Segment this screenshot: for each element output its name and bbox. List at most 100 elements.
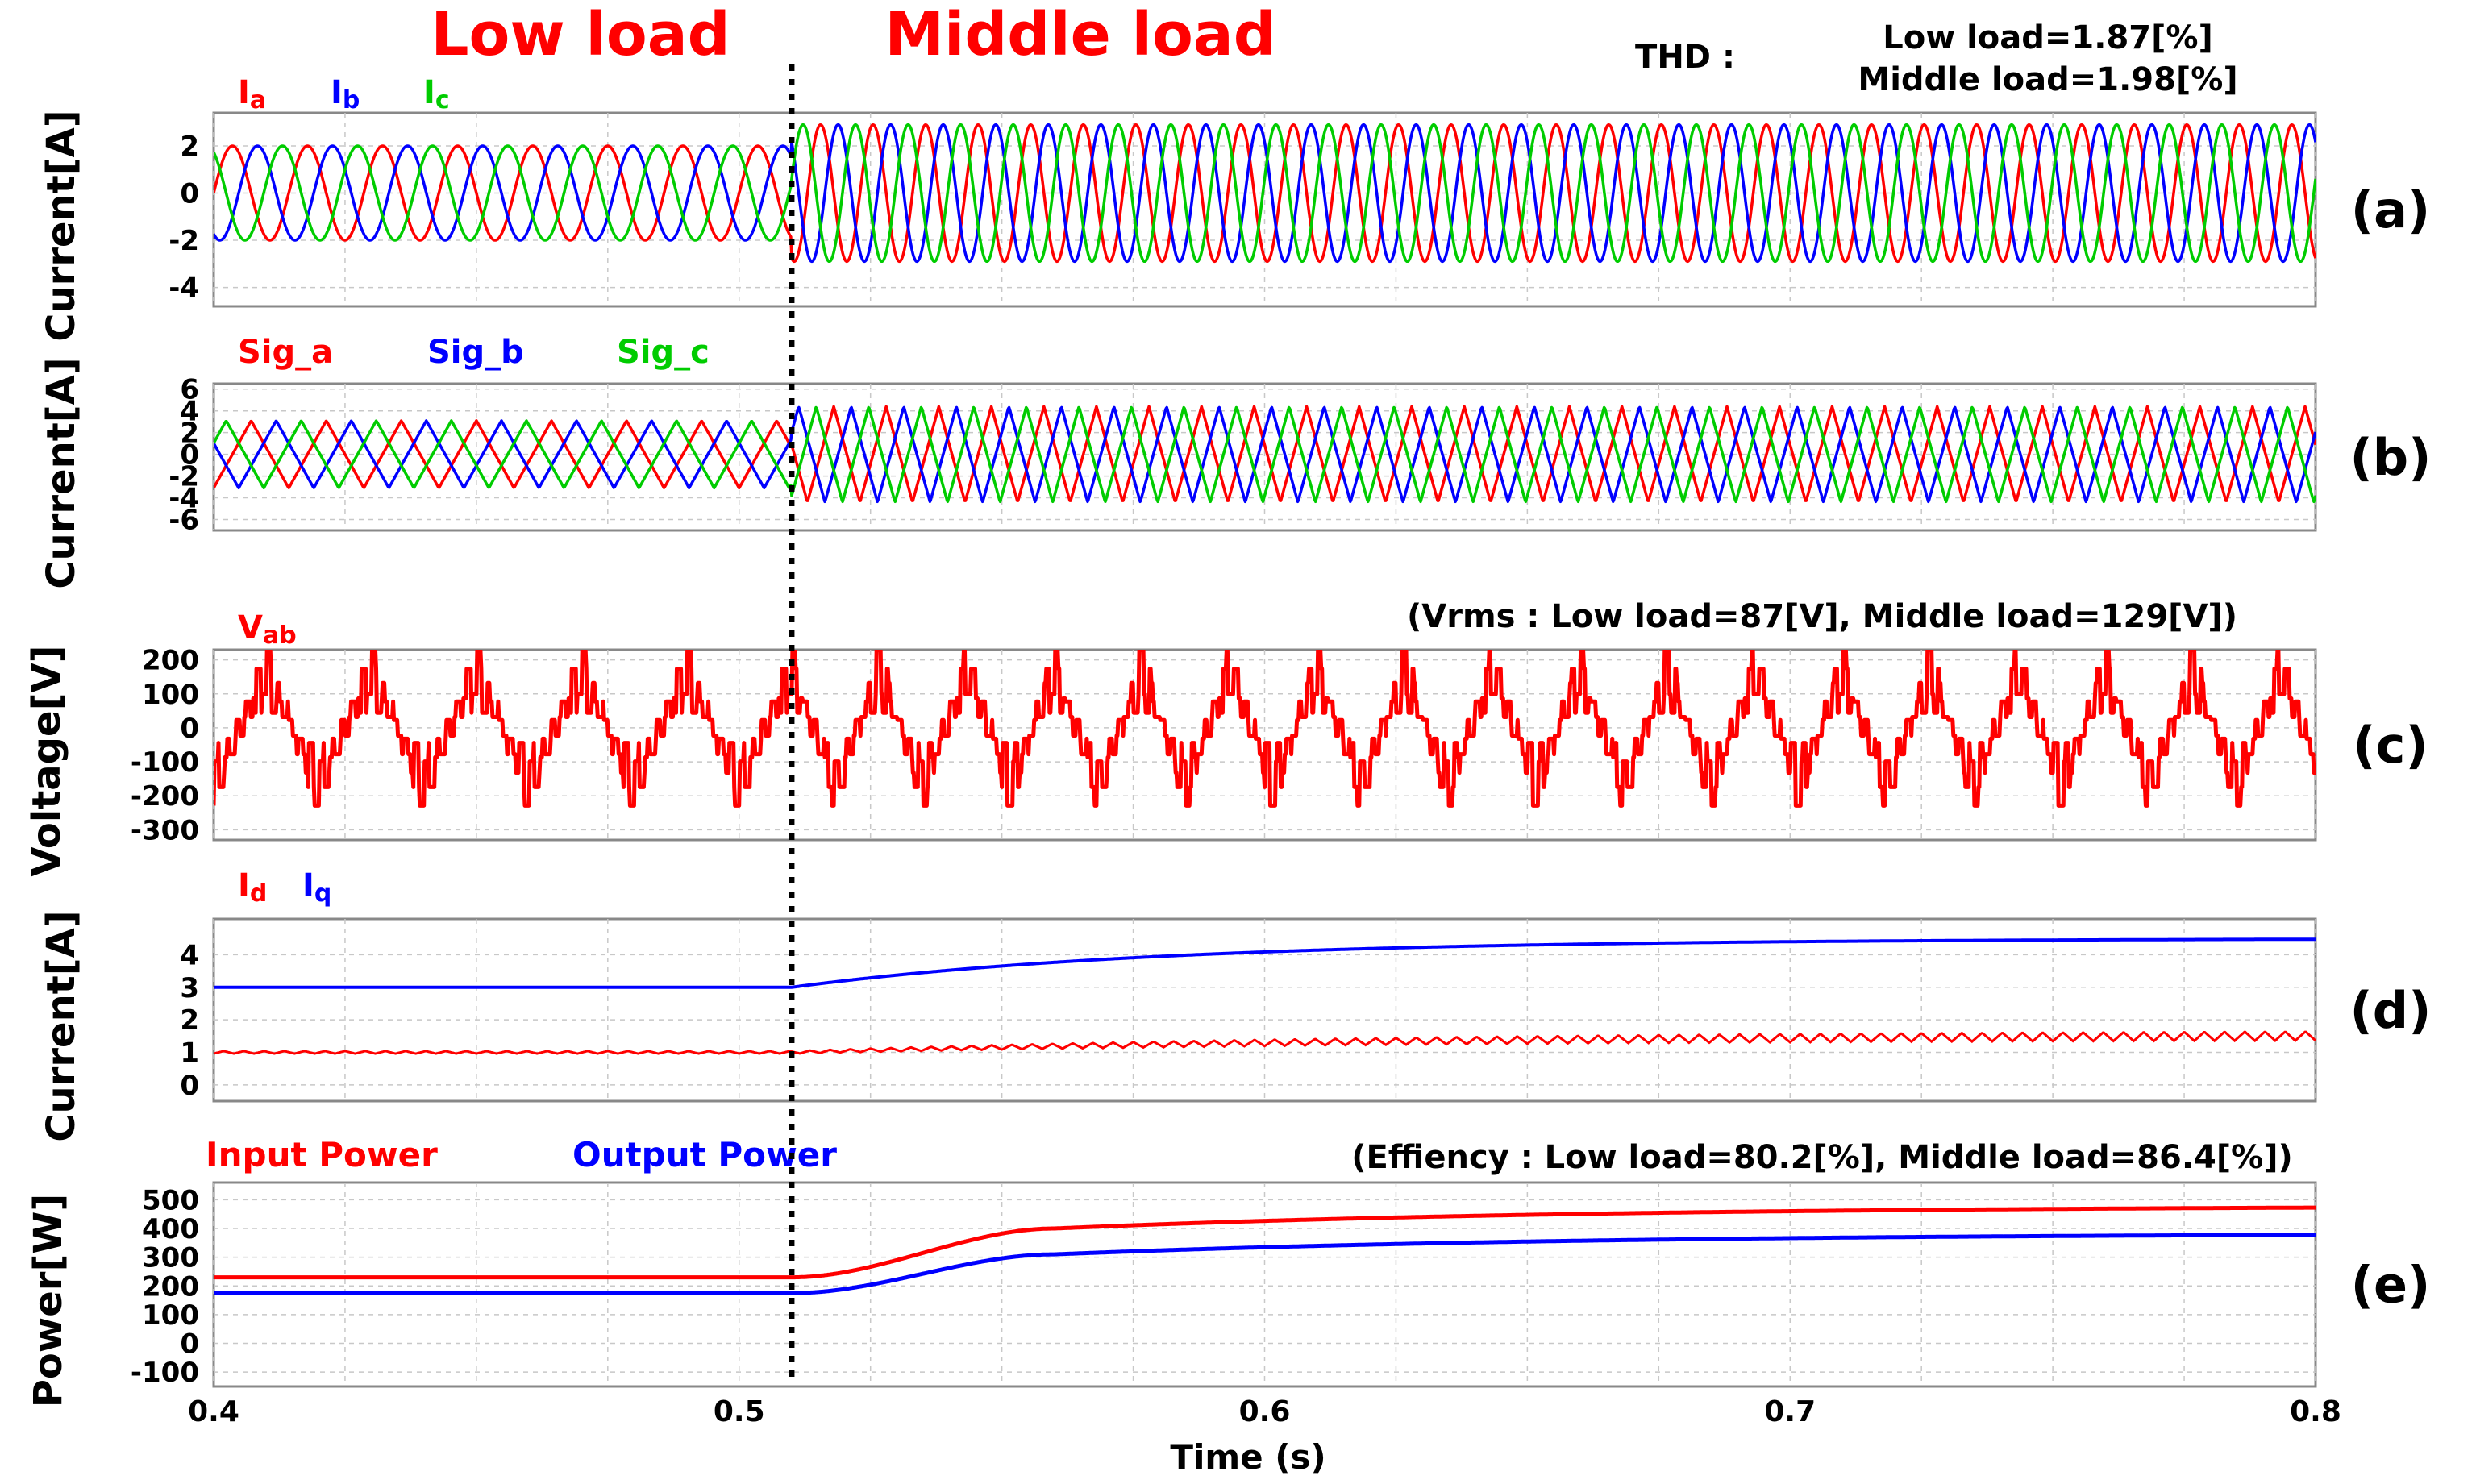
legend-main: Sig_b (427, 334, 524, 371)
series-iq-line (214, 937, 2316, 989)
y-tick-label: 4 (180, 939, 199, 971)
y-tick-label: -4 (169, 483, 199, 515)
y-axis-label: Power[W] (26, 1194, 71, 1408)
y-tick-label: 300 (142, 1242, 199, 1274)
middle-load-title: Middle load (884, 0, 1275, 69)
y-axis-label: Current[A] (39, 357, 84, 588)
legend-main: Sig_a (238, 334, 333, 371)
y-tick-label: -100 (131, 746, 199, 779)
legend-main: I (302, 867, 314, 904)
y-tick-label: 200 (142, 645, 199, 677)
y-tick-label: 100 (142, 1299, 199, 1332)
y-tick-label: -2 (169, 225, 199, 257)
x-tick-label: 0.8 (2290, 1395, 2341, 1428)
legend-main: I (331, 74, 343, 111)
legend-sub: ab (263, 621, 297, 650)
series-group (214, 650, 2316, 808)
y-tick-label: 500 (142, 1184, 199, 1216)
legend-entry: Ic (423, 74, 450, 114)
series-group (214, 405, 2316, 504)
series-ic-line (214, 123, 2316, 264)
series-vab-line (214, 650, 2316, 808)
y-tick-label: -4 (169, 272, 199, 305)
y-tick-label: 4 (180, 396, 199, 428)
legend-entry: Id (238, 867, 267, 908)
series-sig-c-line (214, 405, 2316, 504)
y-tick-label: 2 (180, 1004, 199, 1037)
legend-entry: Input Power (206, 1135, 438, 1174)
series-input-power-line (214, 1205, 2316, 1280)
y-axis-label: Current[A] (39, 110, 84, 341)
y-tick-label: 2 (180, 131, 199, 163)
x-tick-label: 0.6 (1239, 1395, 1291, 1428)
y-tick-label: -100 (131, 1357, 199, 1389)
legend-main: I (238, 867, 250, 904)
legend-main: Input Power (206, 1135, 438, 1174)
legend-entry: Sig_b (427, 334, 524, 371)
legend-entry: Ib (331, 74, 360, 114)
series-group (214, 937, 2316, 1055)
panel-label: (a) (2351, 181, 2431, 239)
thd-label: THD : (1635, 39, 1735, 76)
legend-entry: Sig_c (617, 334, 710, 371)
legend-main: Sig_c (617, 334, 710, 371)
y-axis-label: Current[A] (39, 910, 84, 1141)
legend-sub: a (250, 86, 266, 114)
panel-annotation: (Vrms : Low load=87[V], Middle load=129[… (1407, 598, 2237, 635)
series-group (214, 1205, 2316, 1295)
thd-low-load: Low load=1.87[%] (1883, 19, 2213, 56)
y-tick-label: 100 (142, 679, 199, 711)
y-tick-label: -6 (169, 505, 199, 537)
y-tick-label: 1 (180, 1037, 199, 1069)
x-axis-label: Time (s) (1170, 1437, 1325, 1477)
y-tick-label: -200 (131, 780, 199, 813)
y-tick-label: 0 (180, 1328, 199, 1361)
panel-label: (c) (2353, 716, 2428, 775)
panel-label: (e) (2351, 1256, 2431, 1315)
legend-main: I (238, 74, 250, 111)
plot-frame (212, 1181, 2317, 1388)
legend-main: Output Power (572, 1135, 837, 1174)
series-ib-line (214, 123, 2316, 264)
x-tick-labels: 0.4 0.5 0.6 0.7 0.8 (188, 1395, 2341, 1428)
legend-entry: Output Power (572, 1135, 837, 1174)
y-tick-label: 400 (142, 1213, 199, 1245)
x-tick-label: 0.4 (188, 1395, 239, 1428)
y-tick-label: 0 (180, 439, 199, 472)
panel-label: (d) (2349, 981, 2431, 1040)
legend-entry: Iq (302, 867, 331, 908)
legend-sub: b (343, 86, 360, 114)
panel-label: (b) (2349, 428, 2431, 487)
legend-entry: Ia (238, 74, 266, 114)
x-tick-label: 0.5 (714, 1395, 765, 1428)
legend-sub: q (314, 879, 331, 908)
legend-sub: d (250, 879, 267, 908)
thd-middle-load: Middle load=1.98[%] (1858, 61, 2237, 98)
series-output-power-line (214, 1233, 2316, 1295)
y-axis-label: Voltage[V] (24, 645, 69, 876)
series-sig-b-line (214, 405, 2316, 504)
y-tick-label: 0 (180, 713, 199, 745)
legend-entry: Sig_a (238, 334, 333, 371)
legend-main: I (423, 74, 435, 111)
y-tick-label: 6 (180, 374, 199, 406)
panel-annotation: (Effiency : Low load=80.2[%], Middle loa… (1351, 1139, 2293, 1176)
series-ia-line (214, 123, 2316, 264)
plot-frame (212, 382, 2317, 532)
y-tick-label: 2 (180, 418, 199, 450)
y-tick-label: 0 (180, 1070, 199, 1102)
legend-main: V (238, 609, 263, 646)
y-tick-label: 0 (180, 178, 199, 210)
y-tick-label: 200 (142, 1270, 199, 1303)
legend-entry: Vab (238, 609, 297, 650)
y-tick-label: -300 (131, 814, 199, 846)
y-tick-label: -2 (169, 461, 199, 493)
y-tick-label: 3 (180, 972, 199, 1004)
